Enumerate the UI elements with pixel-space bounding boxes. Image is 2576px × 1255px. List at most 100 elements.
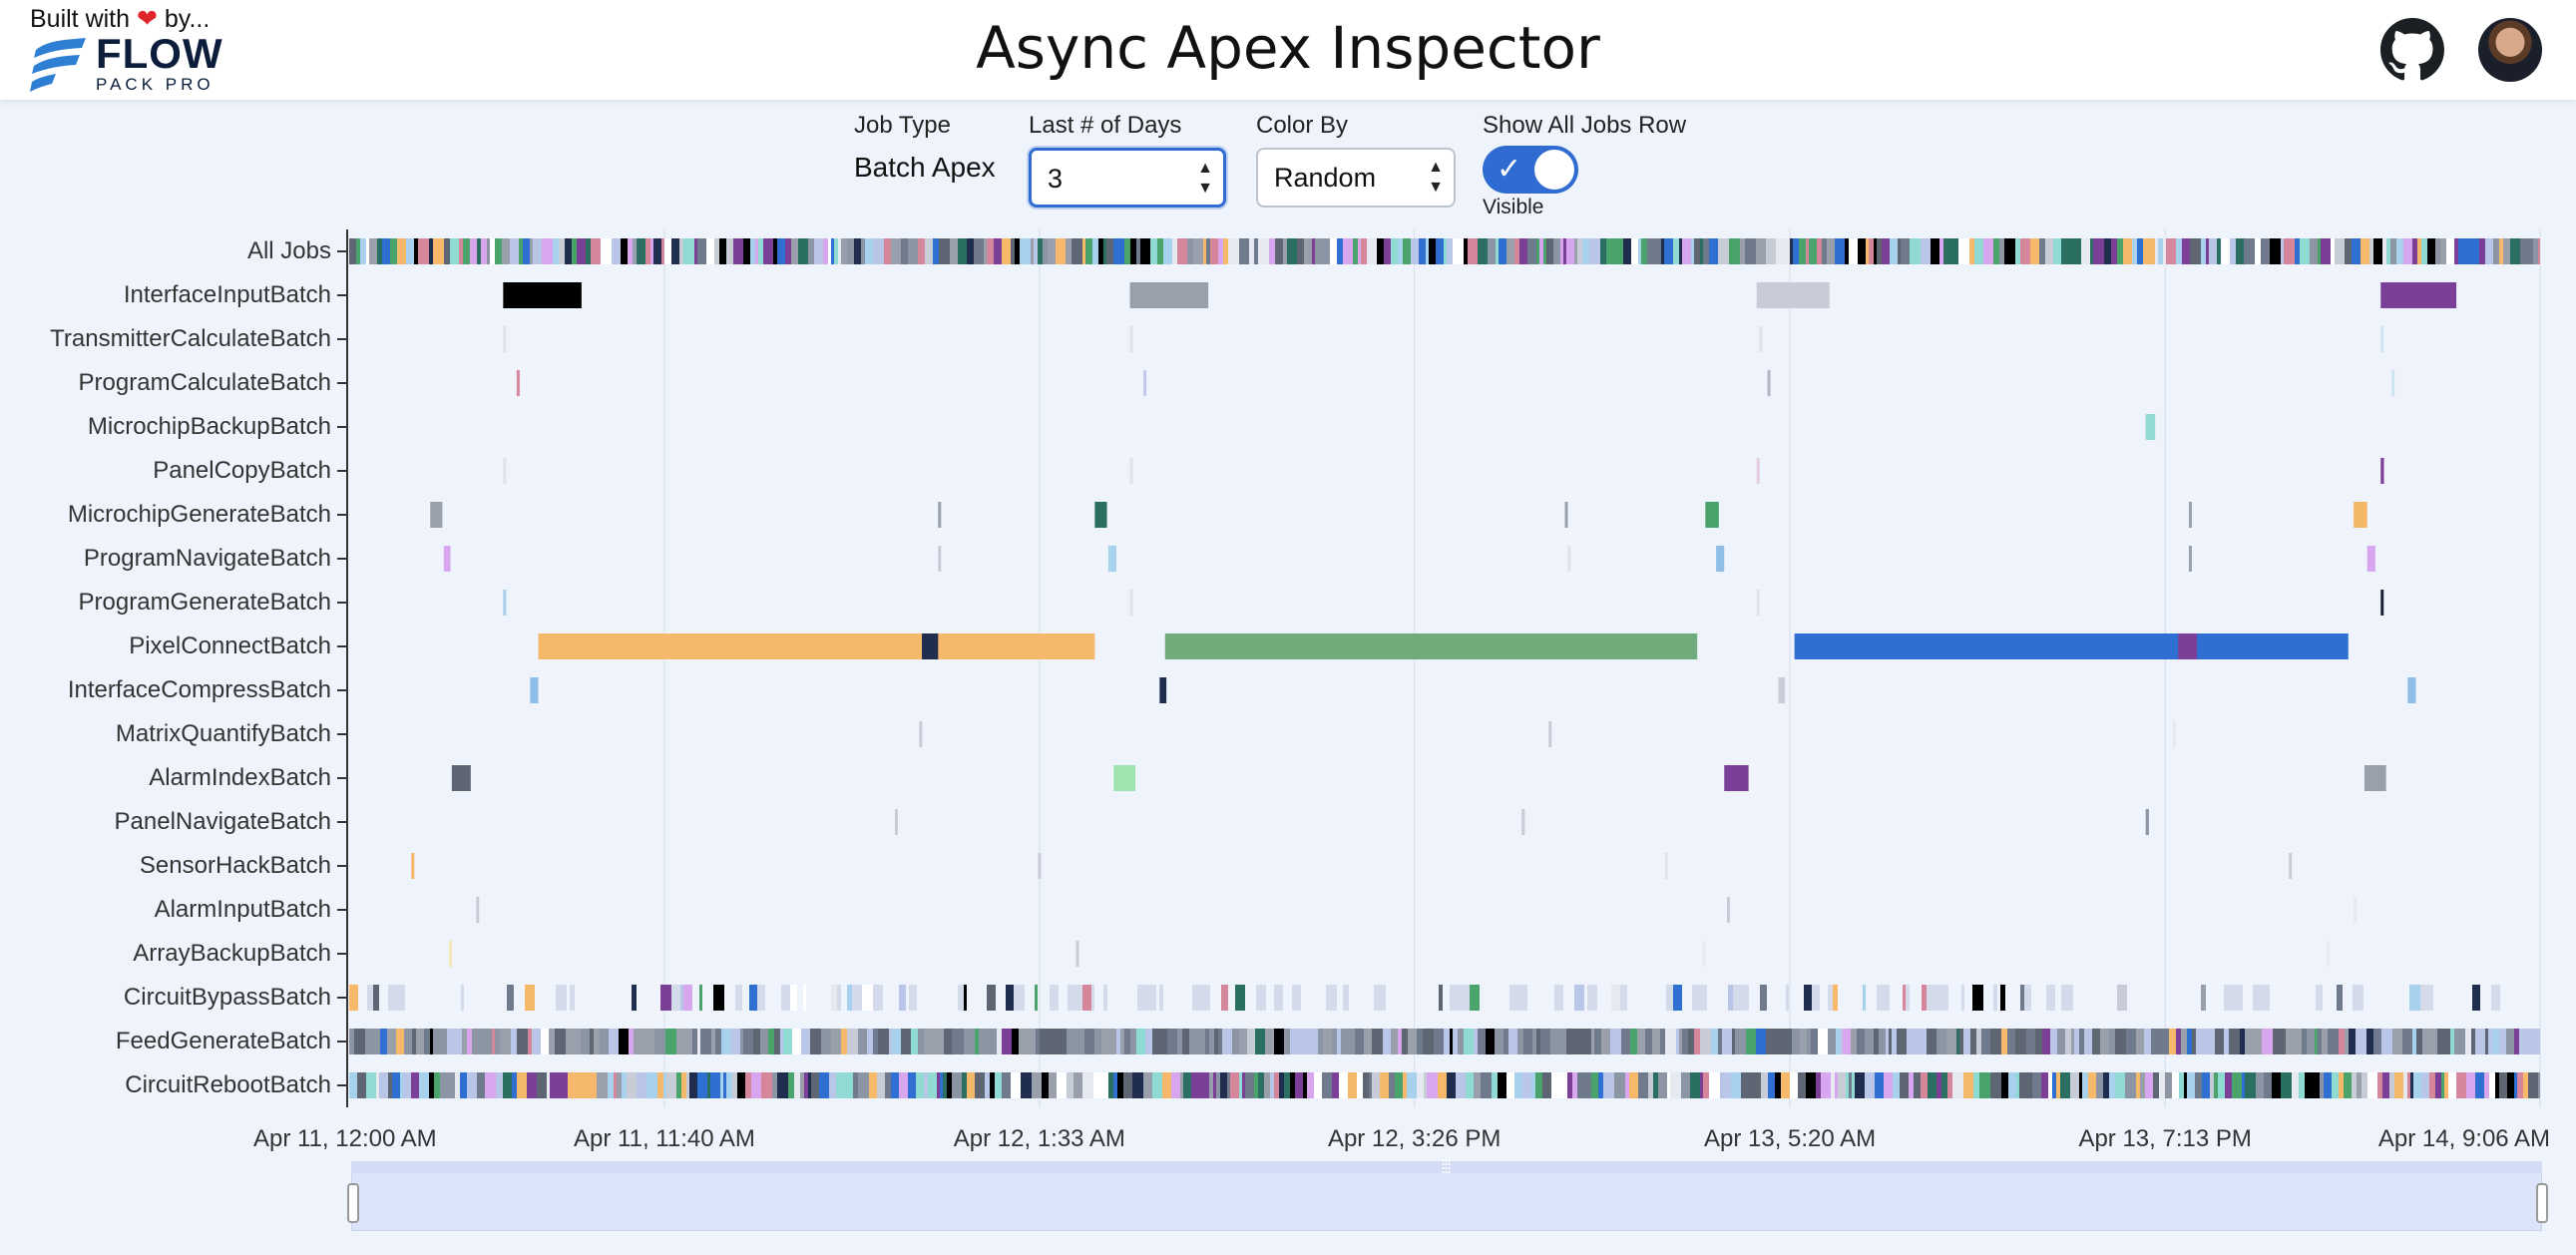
job-bar[interactable] — [1836, 1029, 1840, 1054]
job-bar[interactable] — [997, 1029, 1002, 1054]
job-bar[interactable] — [1492, 1072, 1498, 1098]
job-bar[interactable] — [503, 282, 582, 308]
job-bar[interactable] — [1103, 238, 1106, 264]
job-bar[interactable] — [899, 985, 906, 1011]
job-bar[interactable] — [354, 1029, 365, 1054]
job-bar[interactable] — [861, 238, 865, 264]
job-bar[interactable] — [772, 1072, 777, 1098]
job-bar[interactable] — [619, 1029, 629, 1054]
job-bar[interactable] — [1093, 1072, 1103, 1098]
job-bar[interactable] — [962, 1072, 967, 1098]
job-bar[interactable] — [847, 1029, 858, 1054]
job-bar[interactable] — [366, 1072, 376, 1098]
job-bar[interactable] — [2188, 502, 2192, 528]
job-bar[interactable] — [1963, 1029, 1970, 1054]
job-bar[interactable] — [1073, 1072, 1082, 1098]
job-bar[interactable] — [496, 1072, 503, 1098]
job-bar[interactable] — [676, 1029, 686, 1054]
job-bar[interactable] — [1129, 326, 1133, 352]
job-bar[interactable] — [1786, 985, 1789, 1011]
job-bar[interactable] — [1113, 765, 1135, 791]
job-bar[interactable] — [994, 238, 1002, 264]
job-bar[interactable] — [1391, 1029, 1398, 1054]
job-bar[interactable] — [2284, 238, 2295, 264]
job-bar[interactable] — [1673, 985, 1682, 1011]
job-bar[interactable] — [1901, 238, 1910, 264]
job-bar[interactable] — [2128, 238, 2132, 264]
job-bar[interactable] — [726, 238, 733, 264]
job-bar[interactable] — [865, 238, 873, 264]
job-bar[interactable] — [1756, 282, 1830, 308]
job-bar[interactable] — [2499, 1072, 2507, 1098]
job-bar[interactable] — [1700, 1029, 1703, 1054]
job-bar[interactable] — [459, 238, 463, 264]
job-bar[interactable] — [720, 1072, 723, 1098]
job-bar[interactable] — [2103, 1072, 2109, 1098]
job-bar[interactable] — [823, 238, 828, 264]
job-bar[interactable] — [1849, 238, 1858, 264]
job-bar[interactable] — [2429, 1072, 2435, 1098]
job-bar[interactable] — [1591, 1072, 1598, 1098]
job-bar[interactable] — [1048, 238, 1056, 264]
job-bar[interactable] — [1002, 238, 1011, 264]
job-bar[interactable] — [512, 1072, 517, 1098]
job-bar[interactable] — [1318, 1029, 1323, 1054]
job-bar[interactable] — [1269, 238, 1275, 264]
job-bar[interactable] — [928, 1072, 937, 1098]
job-bar[interactable] — [590, 1029, 594, 1054]
job-bar[interactable] — [2181, 1029, 2187, 1054]
job-bar[interactable] — [2004, 238, 2015, 264]
job-bar[interactable] — [1464, 238, 1468, 264]
job-bar[interactable] — [761, 1072, 772, 1098]
job-bar[interactable] — [507, 985, 514, 1011]
job-bar[interactable] — [1691, 238, 1694, 264]
slider-grip-icon[interactable]: ⁞⁞⁞ — [1441, 1157, 1452, 1177]
job-bar[interactable] — [1332, 1029, 1337, 1054]
job-bar[interactable] — [2218, 1072, 2225, 1098]
job-bar[interactable] — [1082, 1072, 1087, 1098]
job-bar[interactable] — [1098, 238, 1103, 264]
job-bar[interactable] — [899, 1072, 908, 1098]
job-bar[interactable] — [2369, 238, 2373, 264]
job-bar[interactable] — [492, 1029, 495, 1054]
job-bar[interactable] — [1521, 809, 1525, 835]
job-bar[interactable] — [2322, 1029, 2328, 1054]
job-bar[interactable] — [749, 985, 757, 1011]
job-bar[interactable] — [1321, 238, 1330, 264]
job-bar[interactable] — [737, 1072, 745, 1098]
job-bar[interactable] — [1358, 238, 1361, 264]
job-bar[interactable] — [1892, 1029, 1897, 1054]
job-bar[interactable] — [2362, 1029, 2366, 1054]
job-bar[interactable] — [837, 985, 841, 1011]
job-bar[interactable] — [1468, 238, 1478, 264]
job-bar[interactable] — [892, 1029, 901, 1054]
job-bar[interactable] — [2339, 1029, 2345, 1054]
job-bar[interactable] — [1466, 1072, 1474, 1098]
job-bar[interactable] — [1205, 1029, 1209, 1054]
job-bar[interactable] — [1724, 765, 1749, 791]
job-bar[interactable] — [1667, 1072, 1670, 1098]
job-bar[interactable] — [1239, 1029, 1247, 1054]
job-bar[interactable] — [2281, 238, 2284, 264]
job-bar[interactable] — [1703, 238, 1709, 264]
job-bar[interactable] — [1082, 238, 1085, 264]
job-bar[interactable] — [2454, 1029, 2460, 1054]
job-bar[interactable] — [692, 1029, 697, 1054]
job-bar[interactable] — [1822, 238, 1827, 264]
job-bar[interactable] — [1304, 238, 1312, 264]
job-bar[interactable] — [1613, 238, 1623, 264]
job-bar[interactable] — [2176, 238, 2182, 264]
job-bar[interactable] — [950, 238, 958, 264]
job-bar[interactable] — [1192, 985, 1195, 1011]
job-bar[interactable] — [621, 238, 628, 264]
job-bar[interactable] — [1544, 1029, 1550, 1054]
job-bar[interactable] — [733, 238, 743, 264]
job-bar[interactable] — [711, 1029, 715, 1054]
job-bar[interactable] — [1130, 1029, 1136, 1054]
job-bar[interactable] — [938, 546, 942, 572]
job-bar[interactable] — [974, 238, 984, 264]
job-bar[interactable] — [777, 238, 785, 264]
job-bar[interactable] — [2349, 1029, 2356, 1054]
job-bar[interactable] — [683, 985, 692, 1011]
job-bar[interactable] — [1221, 985, 1228, 1011]
